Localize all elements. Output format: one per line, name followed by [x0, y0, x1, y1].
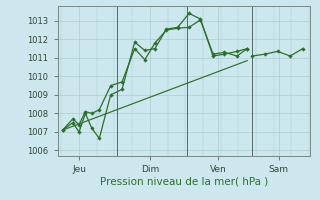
X-axis label: Pression niveau de la mer( hPa ): Pression niveau de la mer( hPa )	[100, 177, 268, 187]
